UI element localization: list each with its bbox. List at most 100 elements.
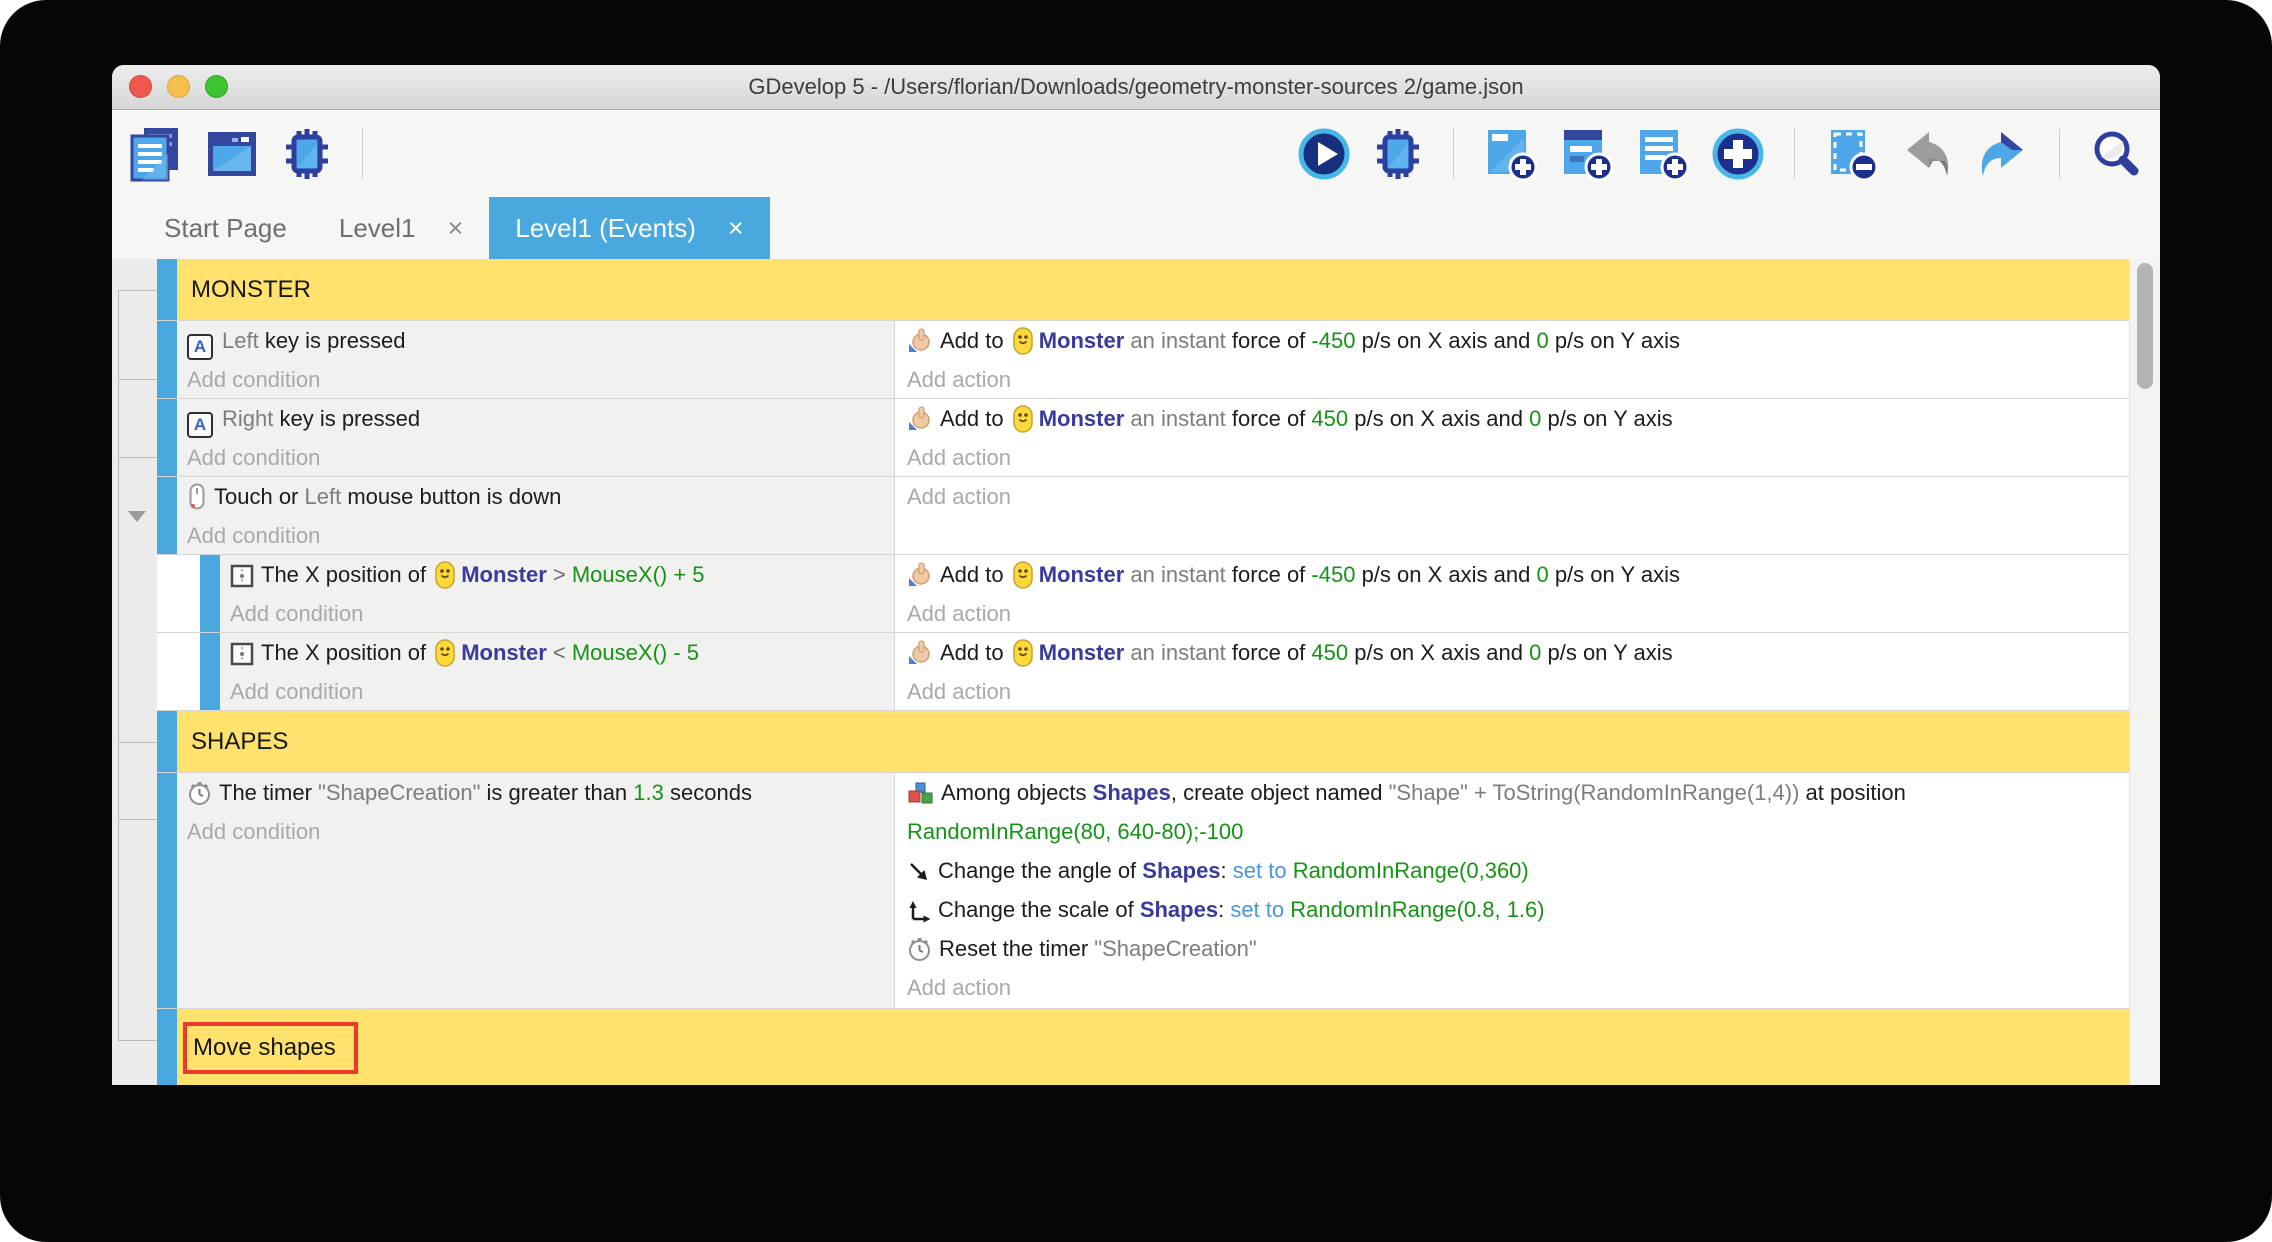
tab-start-page[interactable]: Start Page <box>138 197 313 259</box>
event-row[interactable]: The timer "ShapeCreation" is greater tha… <box>157 773 2130 1009</box>
event-drag-bar[interactable] <box>157 321 177 398</box>
add-action-link[interactable]: Add action <box>907 445 1011 470</box>
condition-line[interactable]: Touch or Left mouse button is down <box>187 477 762 516</box>
tab-level1[interactable]: Level1 × <box>313 197 489 259</box>
action-line[interactable]: Change the scale of Shapes: set to Rando… <box>907 890 1957 929</box>
search-button[interactable] <box>2088 126 2144 182</box>
event-drag-bar[interactable] <box>200 633 220 710</box>
action-line[interactable]: Reset the timer "ShapeCreation" <box>907 929 1957 968</box>
zoom-window-button[interactable] <box>205 75 228 98</box>
expand-collapse-triangle[interactable] <box>128 511 146 522</box>
event-row[interactable]: A Left key is pressed Add condition Add to … <box>157 321 2130 399</box>
project-manager-button[interactable] <box>128 126 184 182</box>
add-new-button[interactable] <box>1710 126 1766 182</box>
event-drag-bar[interactable] <box>157 477 177 554</box>
action-line[interactable]: Add to Monster an instant force of 450 p… <box>907 399 1957 438</box>
debugger-icon <box>286 128 328 179</box>
event-row[interactable]: The X position of Monster < MouseX() - 5… <box>157 633 2130 711</box>
comment-row[interactable]: SHAPES <box>157 711 2130 773</box>
condition-line[interactable]: A Right key is pressed <box>187 399 762 438</box>
actions-cell[interactable]: Add to Monster an instant force of 450 p… <box>895 399 2130 476</box>
remove-event-button[interactable] <box>1823 126 1879 182</box>
comment-row[interactable]: MONSTER <box>157 259 2130 321</box>
add-condition-link[interactable]: Add condition <box>230 679 364 704</box>
text-segment-plain: at position <box>1799 780 1906 805</box>
add-condition-link[interactable]: Add condition <box>187 523 321 548</box>
action-line[interactable]: Change the angle of Shapes: set to Rando… <box>907 851 1957 890</box>
text-segment-param: an instant <box>1124 328 1232 353</box>
actions-cell[interactable]: Among objects Shapes, create object name… <box>895 773 2130 1008</box>
add-event-button[interactable] <box>1482 126 1538 182</box>
close-window-button[interactable] <box>129 75 152 98</box>
scrollbar-thumb[interactable] <box>2137 263 2153 389</box>
text-segment-object: Monster <box>461 562 547 587</box>
actions-cell[interactable]: Add to Monster an instant force of -450 … <box>895 555 2130 632</box>
vertical-scrollbar[interactable] <box>2129 259 2160 1085</box>
text-segment-plain: p/s on Y axis <box>1541 640 1673 665</box>
add-subevent-button[interactable] <box>1558 126 1614 182</box>
comment-body[interactable]: MONSTER <box>177 259 2130 320</box>
condition-line[interactable]: The X position of Monster > MouseX() + 5 <box>230 555 805 594</box>
text-segment-plain: p/s on X axis and <box>1348 640 1530 665</box>
event-row[interactable]: The X position of Monster > MouseX() + 5… <box>157 555 2130 633</box>
event-drag-bar[interactable] <box>157 259 177 320</box>
comment-body[interactable]: Move shapes <box>177 1009 2130 1085</box>
add-action-link[interactable]: Add action <box>907 679 1011 704</box>
add-condition-link[interactable]: Add condition <box>187 367 321 392</box>
add-action-link[interactable]: Add action <box>907 367 1011 392</box>
selected-comment-box[interactable]: Move shapes <box>183 1021 358 1074</box>
conditions-cell[interactable]: The X position of Monster < MouseX() - 5… <box>220 633 895 710</box>
text-segment-plain: Touch or <box>214 484 305 509</box>
debugger-button[interactable] <box>280 127 334 181</box>
add-condition-link[interactable]: Add condition <box>187 819 321 844</box>
undo-button[interactable] <box>1899 126 1955 182</box>
tab-close-icon[interactable]: × <box>447 212 464 243</box>
add-condition-link[interactable]: Add condition <box>230 601 364 626</box>
actions-cell[interactable]: Add action <box>895 477 2130 554</box>
tab-level1-events-[interactable]: Level1 (Events) × <box>489 197 770 259</box>
comment-text: MONSTER <box>191 275 311 303</box>
event-row[interactable]: A Right key is pressed Add condition Add to… <box>157 399 2130 477</box>
condition-line[interactable]: A Left key is pressed <box>187 321 762 360</box>
conditions-cell[interactable]: A Left key is pressed Add condition <box>177 321 895 398</box>
add-action-link[interactable]: Add action <box>907 975 1011 1000</box>
scene-editor-button[interactable] <box>204 126 260 182</box>
action-line[interactable]: Add to Monster an instant force of -450 … <box>907 555 1957 594</box>
text-segment-plain: force of <box>1231 328 1312 353</box>
tree-line <box>118 379 157 380</box>
debugger-button[interactable] <box>1371 127 1425 181</box>
event-row[interactable]: Touch or Left mouse button is down Add co… <box>157 477 2130 555</box>
tab-close-icon[interactable]: × <box>727 212 744 243</box>
conditions-cell[interactable]: A Right key is pressed Add condition <box>177 399 895 476</box>
event-drag-bar[interactable] <box>157 773 177 1008</box>
condition-line[interactable]: The X position of Monster < MouseX() - 5 <box>230 633 805 672</box>
add-comment-button[interactable] <box>1634 126 1690 182</box>
conditions-cell[interactable]: The X position of Monster > MouseX() + 5… <box>220 555 895 632</box>
action-line[interactable]: Add to Monster an instant force of 450 p… <box>907 633 1957 672</box>
conditions-cell[interactable]: Touch or Left mouse button is down Add co… <box>177 477 895 554</box>
minimize-window-button[interactable] <box>167 75 190 98</box>
event-drag-bar[interactable] <box>157 399 177 476</box>
event-drag-bar[interactable] <box>157 711 177 772</box>
text-segment-setto: set to <box>1230 897 1291 922</box>
add-action-link[interactable]: Add action <box>907 484 1011 509</box>
action-line[interactable]: Among objects Shapes, create object name… <box>907 773 1957 851</box>
actions-cell[interactable]: Add to Monster an instant force of 450 p… <box>895 633 2130 710</box>
play-button[interactable] <box>1297 127 1351 181</box>
conditions-cell[interactable]: The timer "ShapeCreation" is greater tha… <box>177 773 895 1008</box>
add-force-hand-icon <box>909 328 930 352</box>
actions-cell[interactable]: Add to Monster an instant force of -450 … <box>895 321 2130 398</box>
text-segment-value: 0 <box>1536 328 1549 353</box>
text-segment-plain: : <box>1220 858 1233 883</box>
comment-row[interactable]: Move shapes <box>157 1009 2130 1085</box>
event-drag-bar[interactable] <box>157 1009 177 1085</box>
action-line[interactable]: Add to Monster an instant force of -450 … <box>907 321 1957 360</box>
add-action-link[interactable]: Add action <box>907 601 1011 626</box>
comment-body[interactable]: SHAPES <box>177 711 2130 772</box>
toolbar-right-group <box>1297 126 2144 182</box>
condition-line[interactable]: The timer "ShapeCreation" is greater tha… <box>187 773 762 812</box>
text-segment-plain: Change the scale of <box>938 897 1140 922</box>
redo-button[interactable] <box>1975 126 2031 182</box>
add-condition-link[interactable]: Add condition <box>187 445 321 470</box>
event-drag-bar[interactable] <box>200 555 220 632</box>
